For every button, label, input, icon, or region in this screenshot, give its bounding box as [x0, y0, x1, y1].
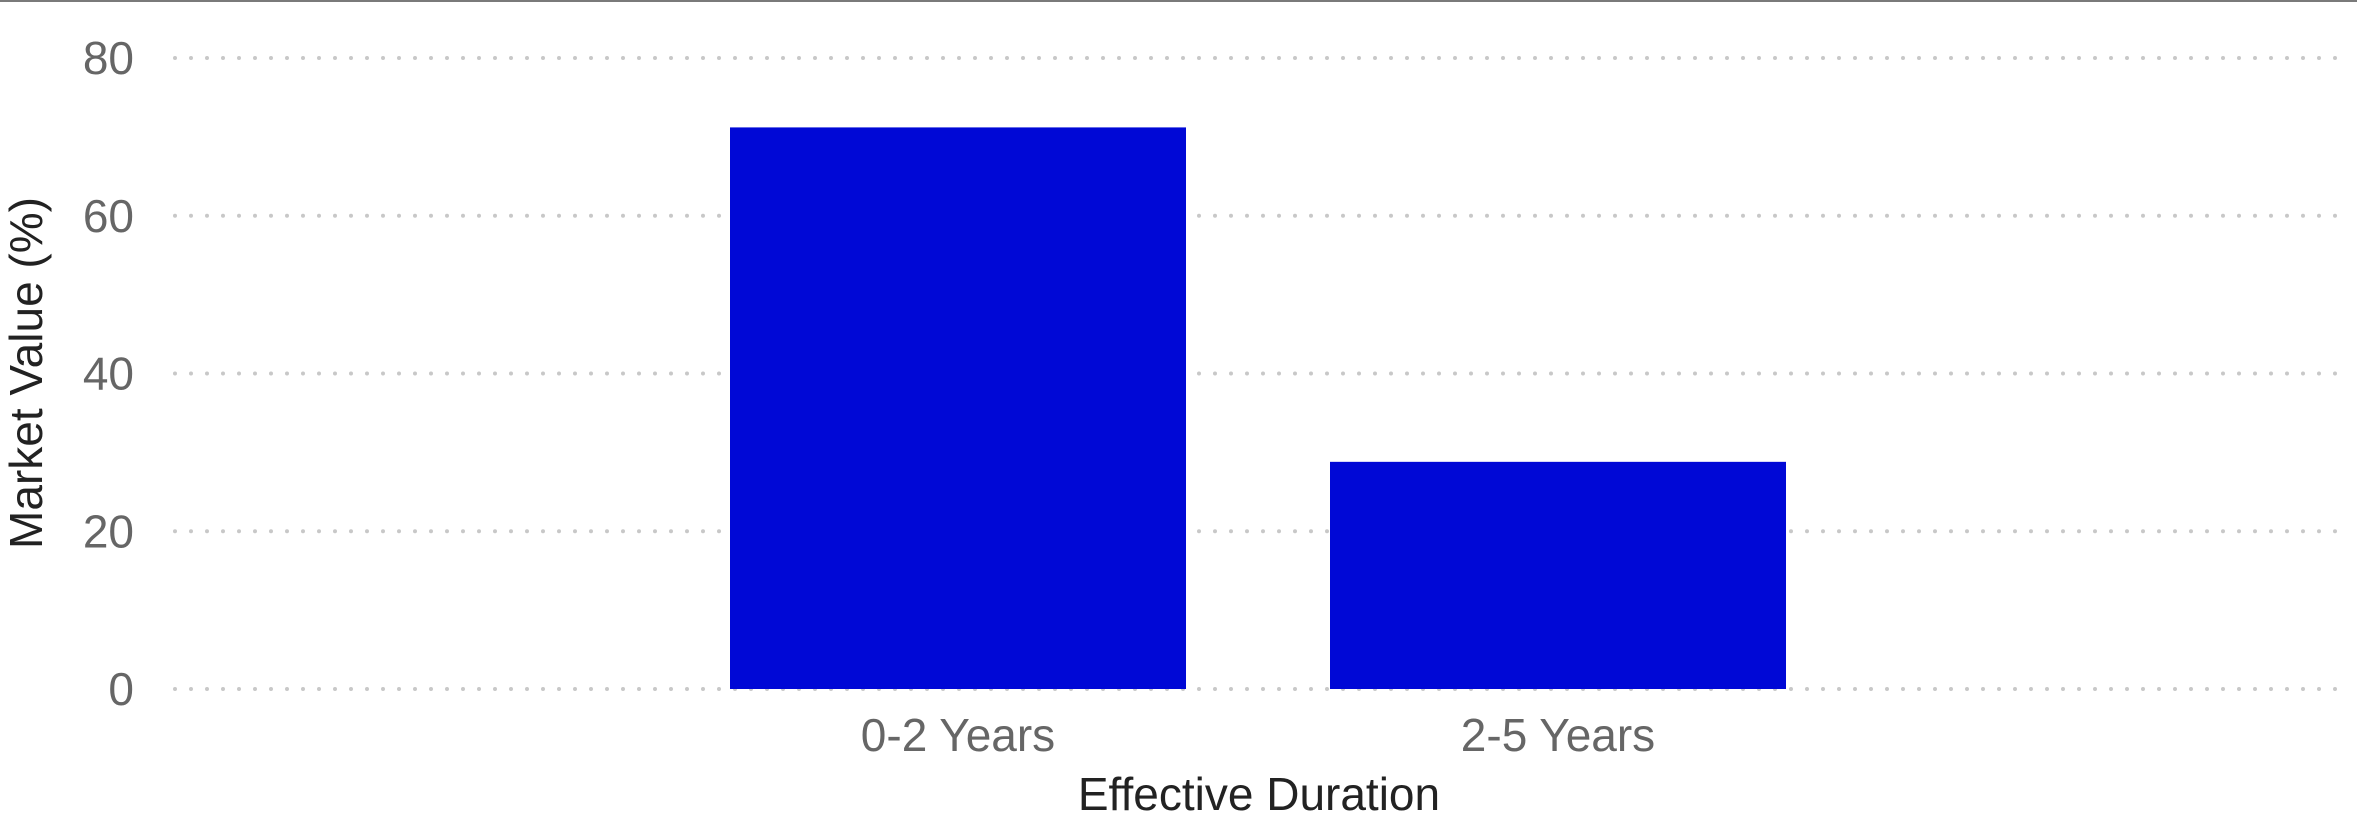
x-axis-title: Effective Duration [1078, 768, 1440, 819]
bar-2-5-years [1330, 461, 1786, 689]
y-tick-label: 20 [83, 505, 134, 557]
y-axis-ticks: 0 20 40 60 80 [83, 32, 134, 715]
y-tick-label: 40 [83, 348, 134, 400]
y-axis-title: Market Value (%) [0, 197, 52, 549]
bars [730, 127, 1786, 689]
y-tick-label: 60 [83, 190, 134, 242]
x-tick-label: 2-5 Years [1461, 709, 1655, 761]
y-tick-label: 80 [83, 32, 134, 84]
gridlines [173, 56, 2347, 691]
y-tick-label: 0 [108, 663, 134, 715]
x-tick-label: 0-2 Years [861, 709, 1055, 761]
bar-0-2-years [730, 127, 1186, 689]
x-axis-ticks: 0-2 Years 2-5 Years [861, 709, 1655, 761]
chart-top-border [0, 0, 2357, 2]
